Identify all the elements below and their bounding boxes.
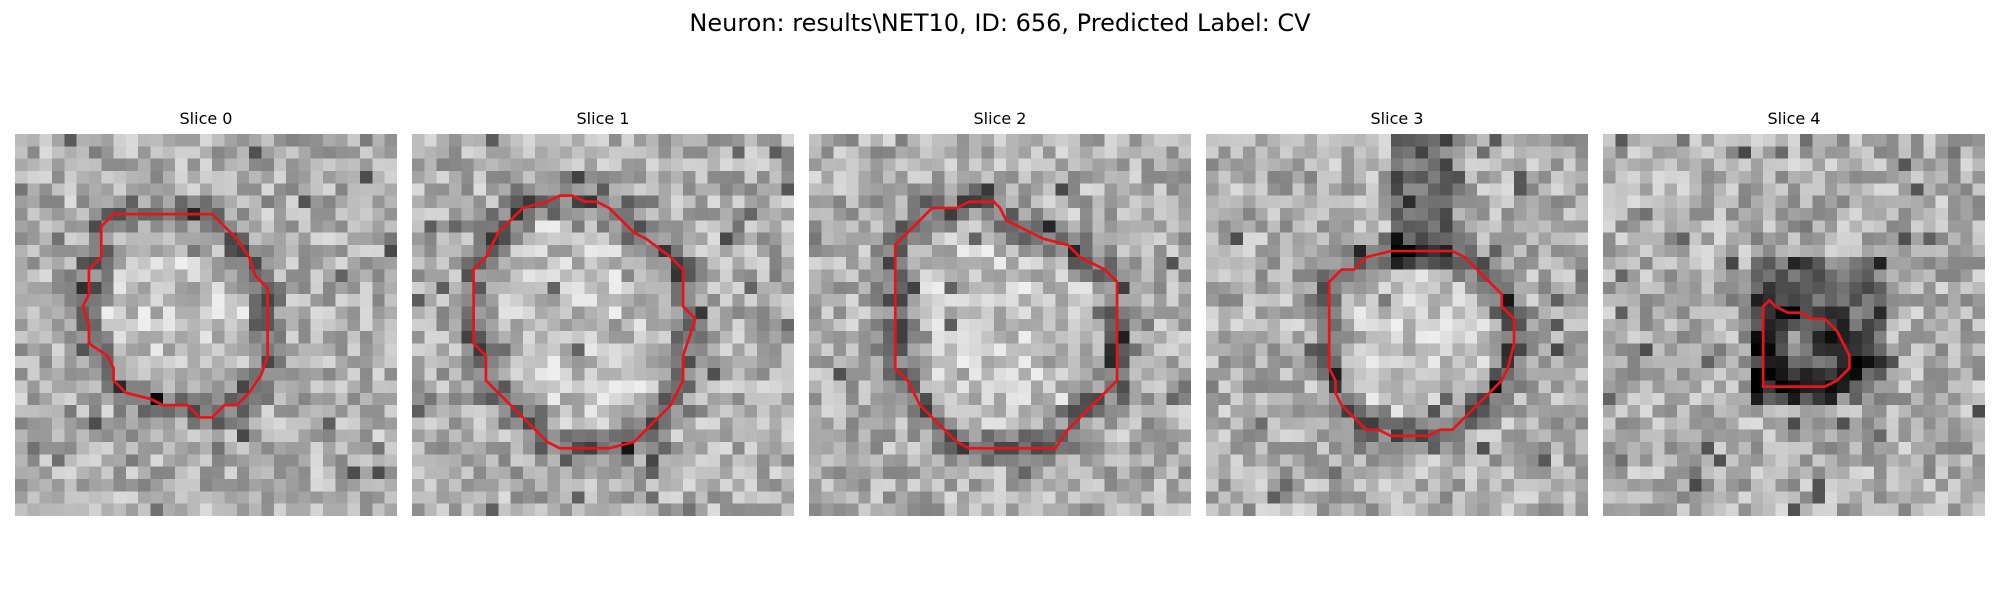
segmentation-contour bbox=[81, 212, 269, 419]
slice-image bbox=[1603, 134, 1985, 516]
segmentation-contour bbox=[893, 200, 1119, 450]
grayscale-pixels bbox=[809, 134, 1191, 516]
segmentation-contour bbox=[472, 194, 697, 450]
slice-image bbox=[412, 134, 794, 516]
slice-image bbox=[809, 134, 1191, 516]
segmentation-contour bbox=[1327, 249, 1516, 438]
slice-title: Slice 4 bbox=[1767, 109, 1821, 128]
figure-title: Neuron: results\NET10, ID: 656, Predicte… bbox=[689, 9, 1311, 37]
slice-title: Slice 0 bbox=[179, 109, 233, 128]
slice-image bbox=[1206, 134, 1588, 516]
segmentation-contour bbox=[1761, 298, 1851, 388]
slice-title: Slice 1 bbox=[576, 109, 630, 128]
slice-title: Slice 2 bbox=[973, 109, 1027, 128]
grayscale-pixels bbox=[1206, 134, 1588, 516]
slice-image bbox=[15, 134, 397, 516]
grayscale-pixels bbox=[1603, 134, 1985, 516]
slice-title: Slice 3 bbox=[1370, 109, 1424, 128]
grayscale-pixels bbox=[412, 134, 794, 516]
grayscale-pixels bbox=[15, 134, 397, 516]
